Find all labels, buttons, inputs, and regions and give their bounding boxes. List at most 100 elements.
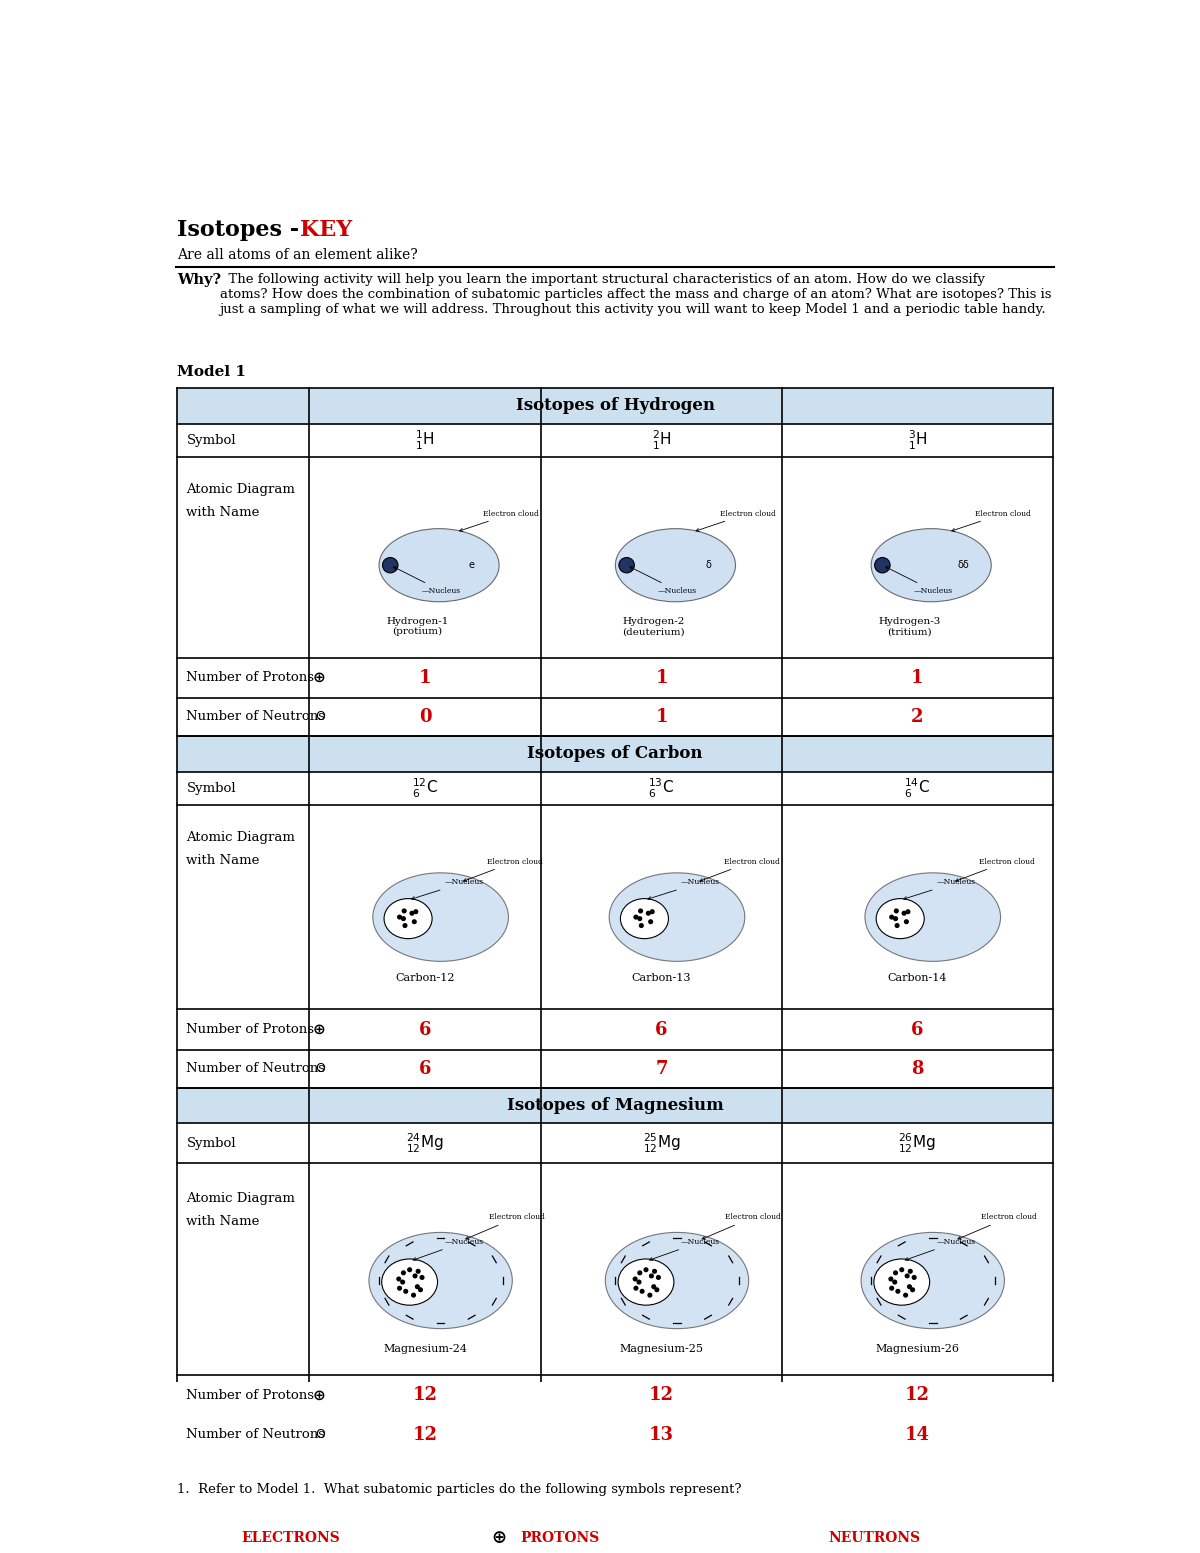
Circle shape: [415, 1269, 421, 1273]
Text: with Name: with Name: [186, 1214, 260, 1228]
Text: NEUTRONS: NEUTRONS: [829, 1531, 922, 1545]
Text: $^{2}_{1}$H: $^{2}_{1}$H: [652, 429, 671, 452]
Text: O: O: [316, 1062, 325, 1075]
Text: Carbon-13: Carbon-13: [631, 974, 691, 983]
Circle shape: [652, 1269, 658, 1273]
Circle shape: [904, 1292, 908, 1298]
Text: —Nucleus: —Nucleus: [413, 1238, 484, 1261]
Bar: [178, 1089, 1052, 1123]
Text: $^{1}_{1}$H: $^{1}_{1}$H: [415, 429, 434, 452]
Circle shape: [893, 1280, 898, 1284]
Text: 12: 12: [649, 1387, 674, 1404]
Circle shape: [893, 916, 898, 921]
Circle shape: [401, 916, 406, 921]
Circle shape: [649, 909, 655, 915]
Circle shape: [643, 1267, 648, 1272]
Text: 14: 14: [905, 1426, 930, 1444]
Text: $^{25}_{12}$Mg: $^{25}_{12}$Mg: [643, 1132, 680, 1155]
Circle shape: [409, 910, 414, 916]
Text: Electron cloud: Electron cloud: [460, 509, 539, 531]
Text: Electron cloud: Electron cloud: [700, 857, 779, 882]
Circle shape: [634, 915, 638, 919]
Text: 6: 6: [655, 1020, 667, 1039]
Circle shape: [415, 1284, 420, 1289]
Text: Isotopes of Hydrogen: Isotopes of Hydrogen: [516, 398, 714, 415]
Circle shape: [889, 915, 894, 919]
Circle shape: [905, 909, 911, 915]
Circle shape: [889, 1286, 894, 1291]
Text: 8: 8: [911, 1059, 924, 1078]
Text: Number of Protons: Number of Protons: [186, 1023, 314, 1036]
Text: 1.  Refer to Model 1.  What subatomic particles do the following symbols represe: 1. Refer to Model 1. What subatomic part…: [178, 1483, 742, 1496]
Text: with Name: with Name: [186, 854, 260, 868]
Text: $^{3}_{1}$H: $^{3}_{1}$H: [907, 429, 926, 452]
Text: Isotopes of Carbon: Isotopes of Carbon: [527, 745, 703, 763]
Text: Atomic Diagram: Atomic Diagram: [186, 831, 295, 845]
Text: Number of Neutrons: Number of Neutrons: [186, 1429, 325, 1441]
Circle shape: [646, 910, 650, 916]
Circle shape: [904, 919, 908, 924]
Text: δδ: δδ: [958, 561, 970, 570]
Text: Carbon-14: Carbon-14: [888, 974, 947, 983]
Text: Electron cloud: Electron cloud: [702, 1213, 781, 1239]
Text: —Nucleus: —Nucleus: [412, 879, 484, 899]
Ellipse shape: [373, 873, 509, 961]
Text: Number of Neutrons: Number of Neutrons: [186, 1062, 325, 1075]
Text: 1: 1: [419, 669, 431, 686]
Circle shape: [912, 1275, 917, 1280]
Text: 6: 6: [419, 1059, 431, 1078]
Circle shape: [397, 915, 402, 919]
Text: —Nucleus: —Nucleus: [648, 879, 720, 899]
Text: ⊕: ⊕: [491, 1530, 506, 1547]
Text: Electron cloud: Electron cloud: [466, 1213, 545, 1239]
Bar: [178, 736, 1052, 772]
Circle shape: [638, 922, 644, 929]
Ellipse shape: [862, 1233, 1004, 1329]
Circle shape: [910, 1287, 916, 1292]
Text: $^{12}_{6}$C: $^{12}_{6}$C: [412, 776, 438, 800]
Circle shape: [649, 1273, 654, 1278]
Text: —Nucleus: —Nucleus: [394, 567, 461, 595]
Text: Magnesium-25: Magnesium-25: [619, 1343, 703, 1354]
Circle shape: [907, 1269, 913, 1273]
Text: Isotopes -: Isotopes -: [178, 219, 307, 241]
Text: Hydrogen-3
(tritium): Hydrogen-3 (tritium): [878, 617, 941, 637]
Text: —Nucleus: —Nucleus: [905, 1238, 976, 1261]
Text: O: O: [316, 1429, 325, 1441]
Text: —Nucleus: —Nucleus: [649, 1238, 720, 1261]
Text: Electron cloud: Electron cloud: [696, 509, 775, 531]
Text: Hydrogen-2
(deuterium): Hydrogen-2 (deuterium): [623, 617, 685, 637]
Bar: [218, 1522, 235, 1533]
Text: Electron cloud: Electron cloud: [952, 509, 1031, 531]
Text: Isotopes of Magnesium: Isotopes of Magnesium: [506, 1098, 724, 1114]
Circle shape: [403, 1289, 408, 1294]
Ellipse shape: [368, 1233, 512, 1329]
Circle shape: [412, 919, 416, 924]
Circle shape: [634, 1286, 638, 1291]
Circle shape: [638, 909, 643, 913]
Circle shape: [407, 1267, 412, 1272]
Circle shape: [400, 1280, 406, 1284]
Text: $^{24}_{12}$Mg: $^{24}_{12}$Mg: [407, 1132, 444, 1155]
Circle shape: [401, 1270, 406, 1275]
Text: ⊕: ⊕: [313, 1388, 325, 1402]
Bar: [178, 388, 1052, 424]
Circle shape: [637, 916, 642, 921]
Text: $^{14}_{6}$C: $^{14}_{6}$C: [905, 776, 930, 800]
Text: 6: 6: [911, 1020, 924, 1039]
Circle shape: [636, 1280, 642, 1284]
Circle shape: [397, 1286, 402, 1291]
Ellipse shape: [865, 873, 1001, 961]
Text: PROTONS: PROTONS: [521, 1531, 600, 1545]
Circle shape: [648, 919, 653, 924]
Text: —Nucleus: —Nucleus: [630, 567, 697, 595]
Text: 1: 1: [655, 708, 667, 725]
Text: Symbol: Symbol: [186, 783, 236, 795]
Circle shape: [894, 922, 900, 929]
Circle shape: [637, 1270, 642, 1275]
Ellipse shape: [874, 1259, 930, 1305]
Text: Model 1: Model 1: [178, 365, 246, 379]
Circle shape: [402, 922, 408, 929]
Text: e: e: [469, 561, 475, 570]
Text: Electron cloud: Electron cloud: [955, 857, 1036, 882]
